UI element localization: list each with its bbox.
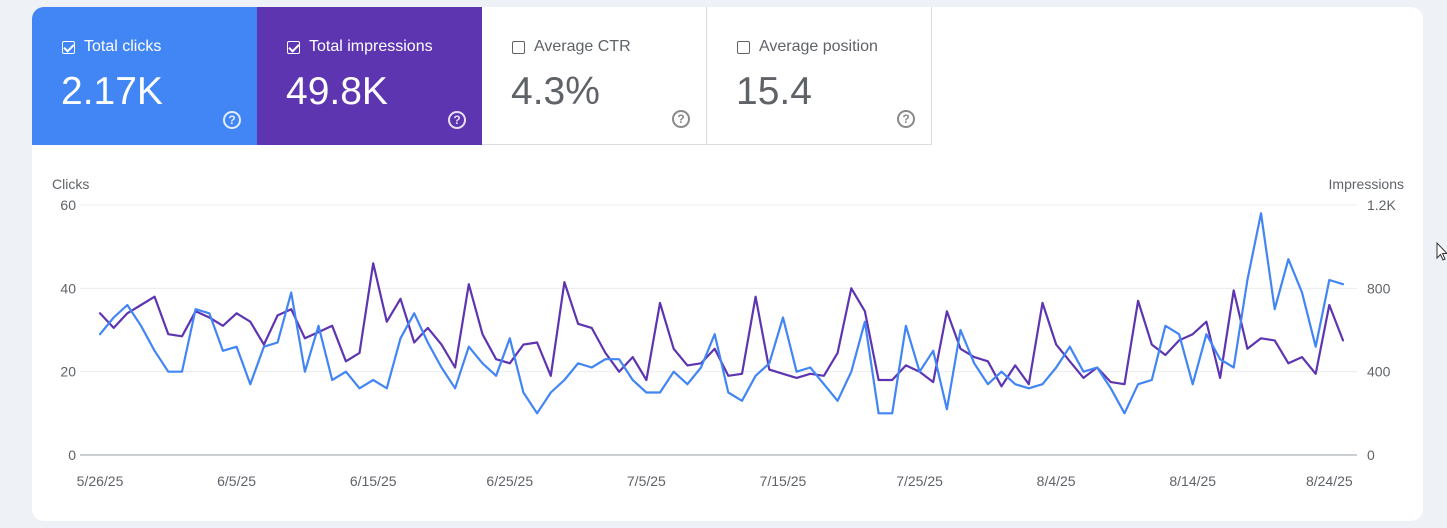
metric-value: 2.17K xyxy=(61,70,163,113)
metric-value: 49.8K xyxy=(286,70,388,113)
metric-tiles: Total clicks 2.17K ? Total impressions 4… xyxy=(32,7,932,145)
y-left-tick-label: 40 xyxy=(60,280,76,296)
checkbox-unchecked-icon[interactable] xyxy=(512,40,525,54)
metric-label: Total impressions xyxy=(309,38,433,55)
x-tick-label: 8/14/25 xyxy=(1169,473,1216,489)
help-icon[interactable]: ? xyxy=(223,111,241,129)
x-tick-label: 7/25/25 xyxy=(896,473,943,489)
metric-value: 15.4 xyxy=(736,70,812,113)
metric-header: Total impressions xyxy=(287,38,433,56)
checkbox-unchecked-icon[interactable] xyxy=(737,40,750,54)
metric-label: Average CTR xyxy=(534,38,631,55)
checkbox-checked-icon[interactable] xyxy=(287,40,300,54)
y-left-tick-label: 20 xyxy=(60,364,76,380)
metric-tile-total-clicks[interactable]: Total clicks 2.17K ? xyxy=(32,7,257,145)
series-line-total-clicks xyxy=(98,212,1345,415)
help-icon[interactable]: ? xyxy=(897,110,915,128)
metric-tile-total-impressions[interactable]: Total impressions 49.8K ? xyxy=(257,7,482,145)
x-tick-label: 8/24/25 xyxy=(1306,473,1353,489)
metric-value: 4.3% xyxy=(511,70,600,113)
x-tick-label: 8/4/25 xyxy=(1037,473,1076,489)
metric-tile-average-position[interactable]: Average position 15.4 ? xyxy=(707,7,932,145)
help-icon[interactable]: ? xyxy=(448,111,466,129)
x-tick-label: 6/15/25 xyxy=(350,473,397,489)
metric-header: Average CTR xyxy=(512,38,631,56)
y-right-axis-label: Impressions xyxy=(1329,176,1404,192)
y-right-tick-label: 1.2K xyxy=(1367,197,1396,213)
y-left-axis-label: Clicks xyxy=(52,176,89,192)
y-left-tick-label: 60 xyxy=(60,197,76,213)
x-tick-label: 6/5/25 xyxy=(217,473,256,489)
y-right-tick-label: 800 xyxy=(1367,280,1391,296)
y-right-tick-label: 0 xyxy=(1367,447,1375,463)
x-tick-label: 5/26/25 xyxy=(77,473,124,489)
metric-label: Total clicks xyxy=(84,38,162,55)
metric-tile-average-ctr[interactable]: Average CTR 4.3% ? xyxy=(482,7,707,145)
metric-header: Total clicks xyxy=(62,38,161,56)
y-left-tick-label: 0 xyxy=(68,447,76,463)
x-tick-label: 6/25/25 xyxy=(486,473,533,489)
help-icon[interactable]: ? xyxy=(672,110,690,128)
metric-header: Average position xyxy=(737,38,878,56)
x-tick-label: 7/15/25 xyxy=(760,473,807,489)
metric-label: Average position xyxy=(759,38,878,55)
performance-card: Total clicks 2.17K ? Total impressions 4… xyxy=(32,7,1423,521)
y-right-tick-label: 400 xyxy=(1367,364,1391,380)
mouse-cursor-icon xyxy=(1436,242,1447,261)
x-tick-label: 7/5/25 xyxy=(627,473,666,489)
checkbox-checked-icon[interactable] xyxy=(62,40,75,54)
